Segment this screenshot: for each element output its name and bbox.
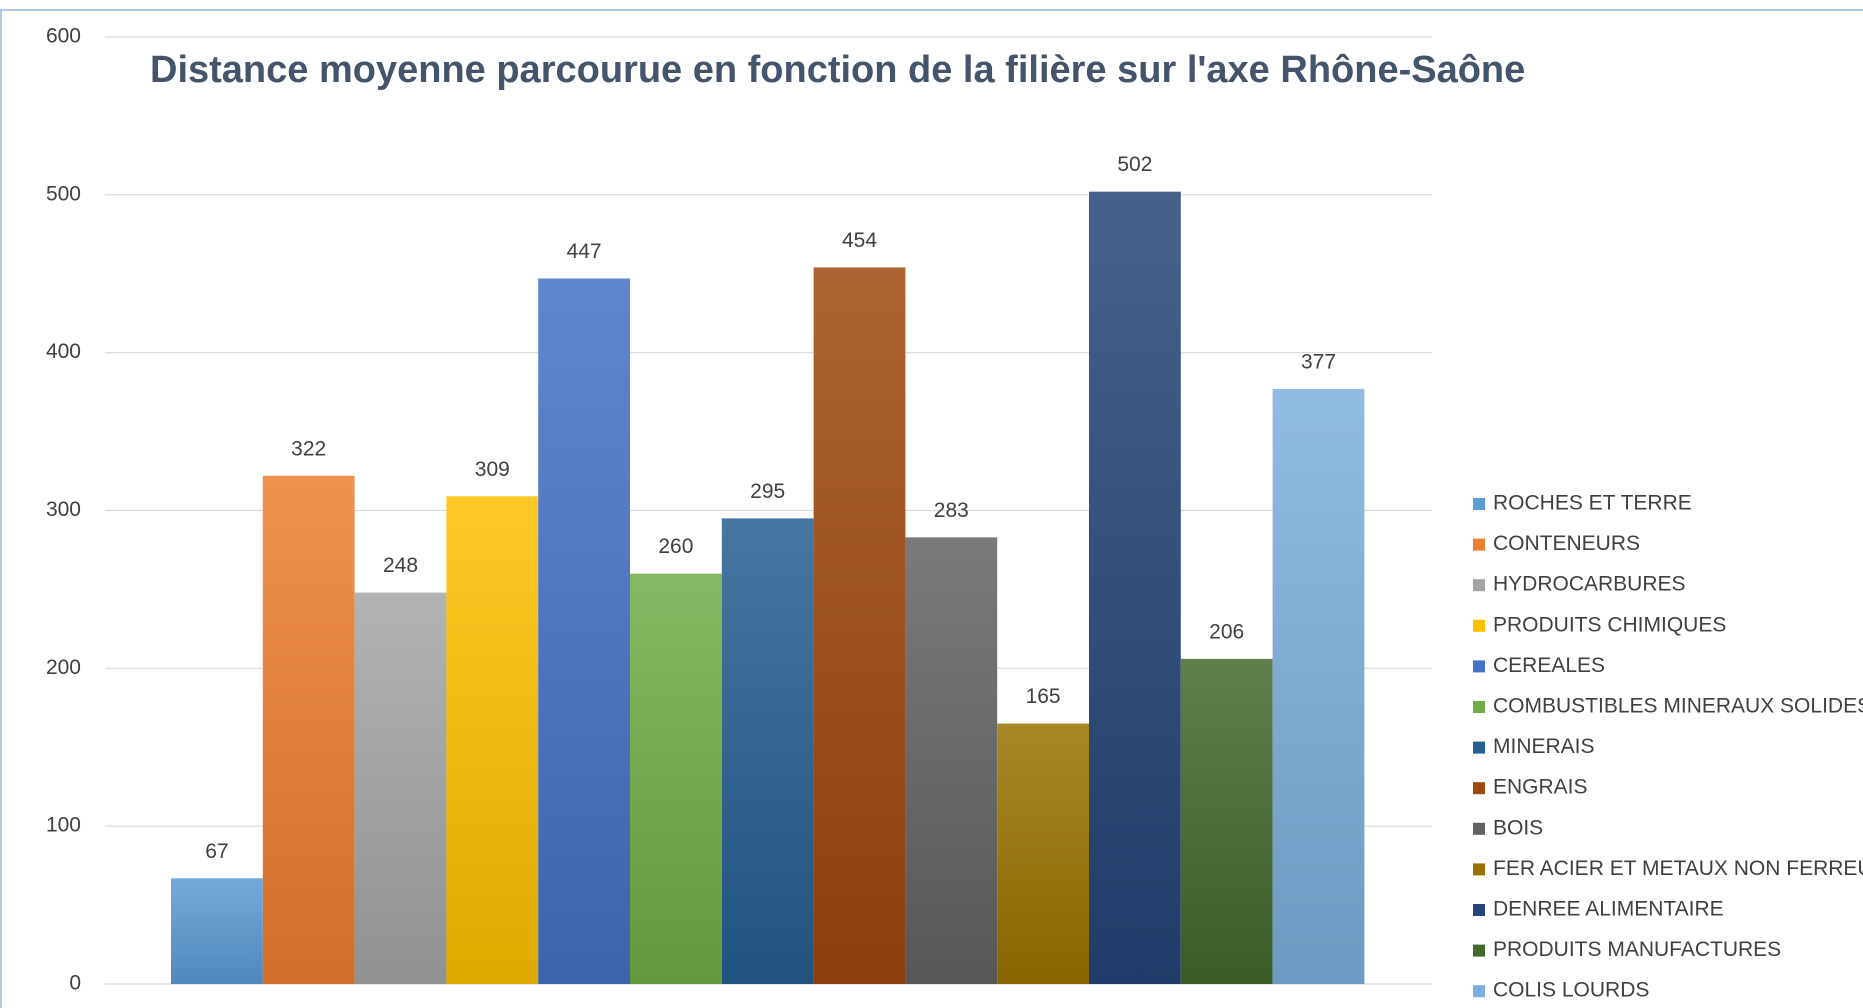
legend-swatch [1473, 782, 1485, 795]
legend-label: ENGRAIS [1493, 776, 1588, 799]
legend-label: ROCHES ET TERRE [1493, 492, 1692, 515]
data-label: 260 [658, 535, 693, 558]
data-label: 165 [1026, 685, 1061, 708]
y-tick-label: 0 [69, 972, 81, 995]
y-tick-label: 500 [46, 182, 81, 205]
y-tick-label: 400 [46, 340, 81, 363]
bar [721, 518, 814, 984]
legend-swatch [1473, 498, 1485, 510]
data-label: 283 [934, 499, 969, 522]
legend-label: BOIS [1493, 816, 1543, 839]
data-label: 447 [567, 240, 602, 263]
y-tick-label: 600 [46, 25, 81, 48]
bar [905, 537, 998, 984]
legend-label: HYDROCARBURES [1493, 573, 1686, 596]
legend-label: COLIS LOURDS [1493, 979, 1649, 1002]
data-label: 295 [750, 480, 785, 503]
legend-label: PRODUITS MANUFACTURES [1493, 938, 1781, 961]
bar [171, 878, 263, 984]
legend-label: PRODUITS CHIMIQUES [1493, 613, 1726, 636]
legend-swatch [1473, 619, 1485, 632]
bar [1180, 658, 1273, 984]
bar [538, 278, 630, 984]
legend-swatch [1473, 741, 1485, 754]
data-label: 67 [205, 840, 228, 863]
data-label: 309 [475, 458, 510, 481]
legend-swatch [1473, 944, 1485, 957]
legend-label: FER ACIER ET METAUX NON FERREUX [1493, 857, 1863, 880]
legend-swatch [1473, 822, 1485, 835]
legend-swatch [1473, 985, 1485, 998]
legend-label: CEREALES [1493, 654, 1605, 677]
chart-border [0, 9, 1863, 1008]
legend-swatch [1473, 538, 1485, 551]
legend-swatch [1473, 863, 1485, 876]
chart-title: Distance moyenne parcourue en fonction d… [150, 49, 1525, 91]
bar [1272, 388, 1365, 984]
bar [630, 573, 722, 984]
legend-label: CONTENEURS [1493, 532, 1640, 555]
legend-swatch [1473, 579, 1485, 592]
bar [262, 475, 355, 984]
bar [813, 267, 906, 985]
legend-swatch [1473, 701, 1485, 713]
bar [446, 496, 539, 984]
bar [1089, 191, 1181, 985]
data-label: 502 [1117, 153, 1152, 176]
y-tick-label: 100 [46, 814, 81, 837]
data-label: 377 [1301, 351, 1336, 374]
legend-label: MINERAIS [1493, 735, 1595, 758]
data-label: 248 [383, 554, 418, 577]
legend-label: COMBUSTIBLES MINERAUX SOLIDES [1493, 695, 1863, 718]
bar [354, 592, 447, 984]
data-label: 322 [291, 437, 326, 460]
legend-label: DENREE ALIMENTAIRE [1493, 898, 1724, 921]
data-label: 454 [842, 229, 877, 252]
legend-swatch [1473, 660, 1485, 673]
bar [997, 723, 1089, 984]
y-tick-label: 200 [46, 656, 81, 679]
legend-swatch [1473, 904, 1485, 916]
y-tick-label: 300 [46, 498, 81, 521]
data-label: 206 [1209, 620, 1244, 643]
